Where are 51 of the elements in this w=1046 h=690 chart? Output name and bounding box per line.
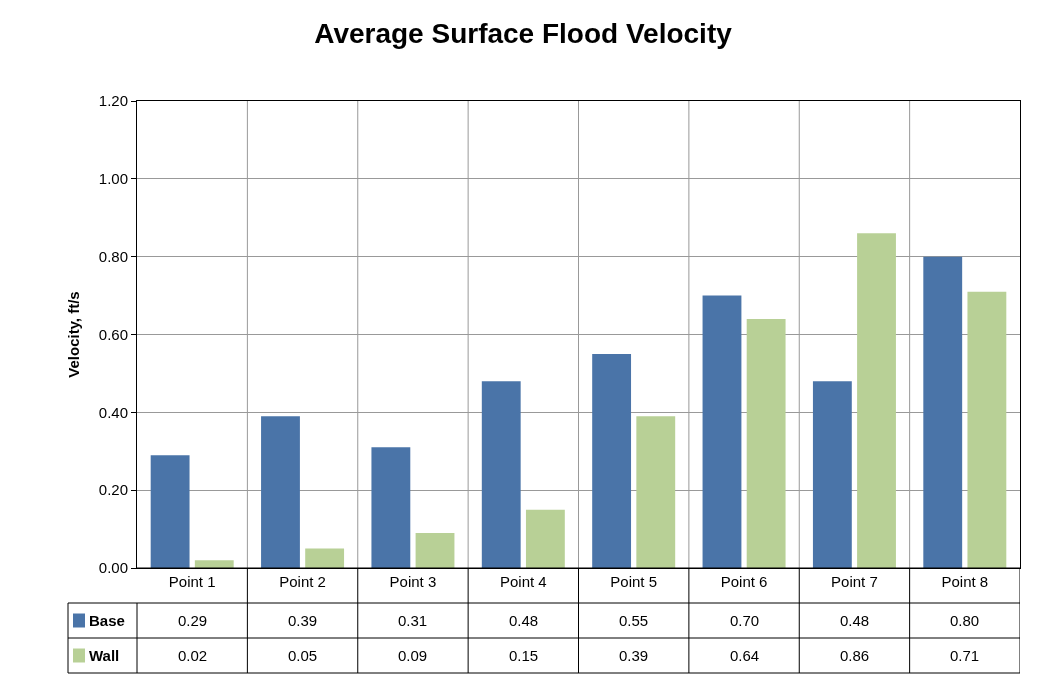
bar: [857, 233, 896, 568]
data-label: 0.29: [178, 612, 208, 629]
data-label: 0.31: [398, 612, 428, 629]
legend-label: Base: [89, 612, 125, 629]
bar: [305, 548, 345, 568]
data-label: 0.02: [178, 647, 208, 664]
chart-title: Average Surface Flood Velocity: [314, 17, 733, 49]
bar: [194, 560, 234, 568]
data-label: 0.15: [509, 647, 539, 664]
data-label: 0.71: [950, 647, 980, 664]
x-tick-label: Point 5: [610, 573, 658, 590]
data-label: 0.64: [730, 647, 760, 664]
y-tick-label: 1.20: [98, 92, 128, 110]
legend-label: Wall: [89, 647, 120, 664]
x-tick-label: Point 3: [389, 573, 437, 590]
data-label: 0.55: [619, 612, 649, 629]
bar: [592, 353, 632, 568]
x-tick-label: Point 2: [279, 573, 326, 590]
data-label: 0.70: [730, 612, 760, 629]
bar: [371, 447, 411, 568]
x-tick-label: Point 1: [168, 573, 216, 590]
data-label: 0.39: [619, 647, 649, 664]
data-label: 0.39: [288, 612, 318, 629]
x-tick-label: Point 6: [720, 573, 768, 590]
bar: [923, 256, 963, 568]
bar: [415, 532, 455, 568]
bar: [967, 291, 1007, 568]
data-label: 0.48: [509, 612, 539, 629]
bar: [481, 381, 521, 568]
bar: [261, 416, 300, 568]
data-label: 0.05: [288, 647, 318, 664]
x-tick-label: Point 7: [831, 573, 878, 590]
y-axis-title: Velocity, ft/s: [65, 291, 83, 378]
bar: [636, 416, 676, 568]
y-tick-label: 0.40: [98, 403, 128, 421]
y-tick-label: 0.20: [98, 481, 128, 499]
x-tick-label: Point 8: [941, 573, 989, 590]
x-tick-label: Point 4: [499, 573, 547, 590]
y-tick-label: 1.00: [98, 170, 128, 188]
bar: [150, 455, 190, 568]
y-tick-label: 0.80: [98, 247, 128, 265]
data-label: 0.48: [840, 612, 870, 629]
data-label: 0.09: [398, 647, 428, 664]
bar: [746, 318, 786, 568]
bar: [812, 381, 852, 568]
data-label: 0.80: [950, 612, 980, 629]
y-tick-label: 0.60: [98, 325, 128, 343]
data-label: 0.86: [840, 647, 870, 664]
y-tick-label: 0.00: [98, 559, 128, 577]
bar: [702, 295, 742, 568]
bar: [525, 509, 565, 568]
